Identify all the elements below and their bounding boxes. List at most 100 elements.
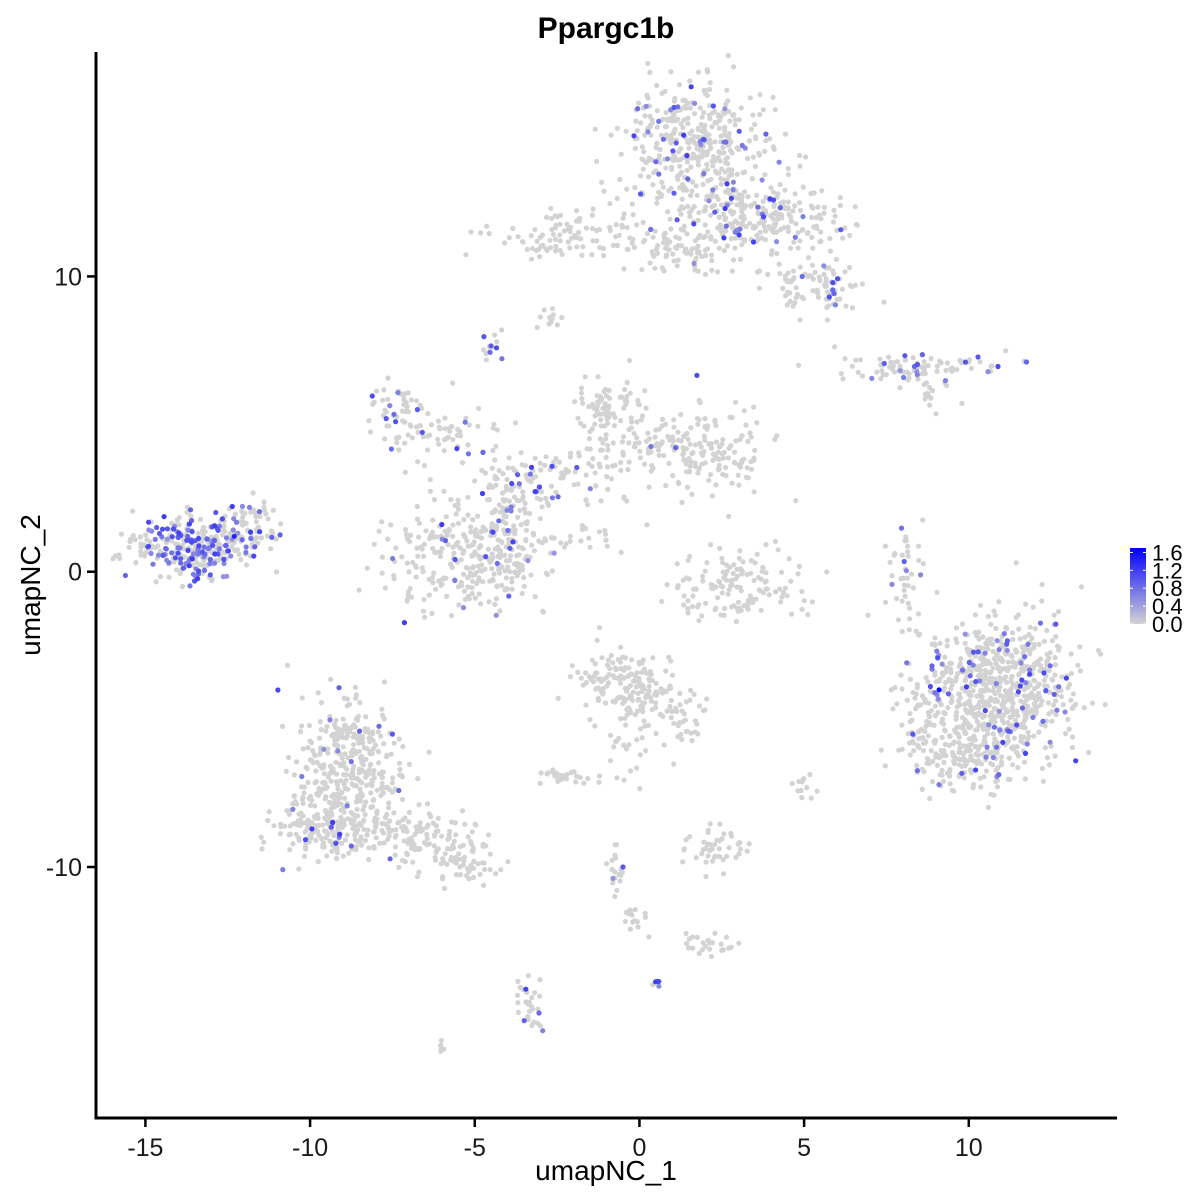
cell-point (1025, 695, 1032, 701)
cell-point (668, 697, 675, 704)
cell-point (888, 687, 894, 693)
cell-point (594, 158, 600, 164)
cell-point (908, 571, 915, 577)
cell-point (610, 242, 617, 248)
cell-point (407, 532, 414, 539)
cell-point (433, 849, 439, 855)
cell-point (492, 332, 498, 338)
cell-point (1000, 659, 1006, 665)
cell-point (404, 851, 410, 858)
cell-point (624, 186, 630, 192)
cell-point (664, 582, 670, 588)
cell-point (1033, 708, 1040, 715)
cell-point (716, 466, 722, 472)
cell-point (748, 126, 755, 132)
expressing-cell-point (388, 446, 394, 452)
cell-point (775, 216, 781, 222)
cell-point (1078, 584, 1084, 590)
cell-point (357, 822, 363, 828)
cell-point (532, 227, 538, 233)
cell-point (1047, 689, 1053, 695)
cell-point (852, 204, 858, 210)
expressing-cell-point (146, 519, 152, 525)
cell-point (960, 743, 966, 749)
cell-point (567, 229, 573, 235)
cell-point (934, 363, 940, 369)
cell-point (598, 498, 604, 504)
cell-point (489, 524, 495, 530)
cell-point (742, 237, 748, 243)
cell-point (320, 840, 327, 846)
cell-point (936, 755, 943, 761)
cell-point (333, 779, 340, 785)
expressing-cell-point (914, 768, 921, 774)
cell-point (353, 847, 359, 853)
cell-point (807, 771, 813, 778)
cell-point (799, 779, 805, 785)
cell-point (749, 176, 755, 182)
expressing-cell-point (389, 731, 395, 737)
cell-point (708, 472, 714, 478)
cell-point (788, 578, 794, 584)
expressing-cell-point (175, 550, 181, 556)
cell-point (656, 452, 662, 458)
cell-point (718, 181, 724, 187)
cell-point (575, 415, 581, 421)
cell-point (817, 239, 823, 245)
cell-point (612, 699, 618, 705)
cell-point (904, 697, 910, 703)
cell-point (1014, 749, 1020, 756)
cell-point (695, 69, 702, 75)
cell-point (734, 171, 740, 177)
cell-point (687, 834, 693, 840)
expressing-cell-point (223, 535, 230, 541)
expressing-cell-point (737, 226, 743, 232)
cell-point (446, 526, 452, 532)
expressing-cell-point (869, 375, 875, 381)
cell-point (689, 188, 695, 194)
cell-point (653, 705, 659, 711)
cell-point (691, 691, 697, 698)
cell-point (427, 488, 433, 494)
cell-point (341, 760, 347, 766)
cell-point (749, 466, 755, 472)
cell-point (623, 128, 629, 134)
cell-point (617, 176, 623, 183)
cell-point (704, 426, 710, 432)
cell-point (628, 671, 634, 677)
cell-point (265, 533, 271, 539)
cell-point (433, 586, 439, 592)
cell-point (1030, 695, 1036, 701)
cell-point (688, 687, 694, 694)
cell-point (702, 437, 708, 443)
expressing-cell-point (996, 647, 1002, 653)
cell-point (621, 675, 627, 681)
cell-point (814, 287, 820, 293)
cell-point (928, 748, 934, 754)
cell-point (729, 150, 735, 156)
cell-point (763, 138, 769, 144)
cell-point (351, 822, 357, 828)
cell-point (670, 157, 676, 163)
cell-point (705, 827, 711, 833)
cell-point (439, 581, 445, 587)
cell-point (997, 679, 1003, 685)
cell-point (1098, 651, 1104, 657)
cell-point (808, 795, 814, 801)
cell-point (271, 823, 277, 829)
cell-point (601, 188, 607, 194)
cell-point (143, 532, 149, 538)
cell-point (647, 69, 653, 75)
cell-point (605, 447, 611, 453)
cell-point (1013, 560, 1019, 566)
cell-point (744, 465, 750, 471)
expressing-cell-point (195, 568, 202, 574)
cell-point (610, 673, 617, 679)
cell-point (1039, 765, 1045, 772)
cell-point (605, 657, 612, 663)
cell-point (1014, 708, 1020, 714)
cell-point (574, 244, 580, 250)
cell-point (614, 738, 620, 744)
cell-point (689, 603, 696, 610)
expressing-cell-point (821, 263, 827, 269)
